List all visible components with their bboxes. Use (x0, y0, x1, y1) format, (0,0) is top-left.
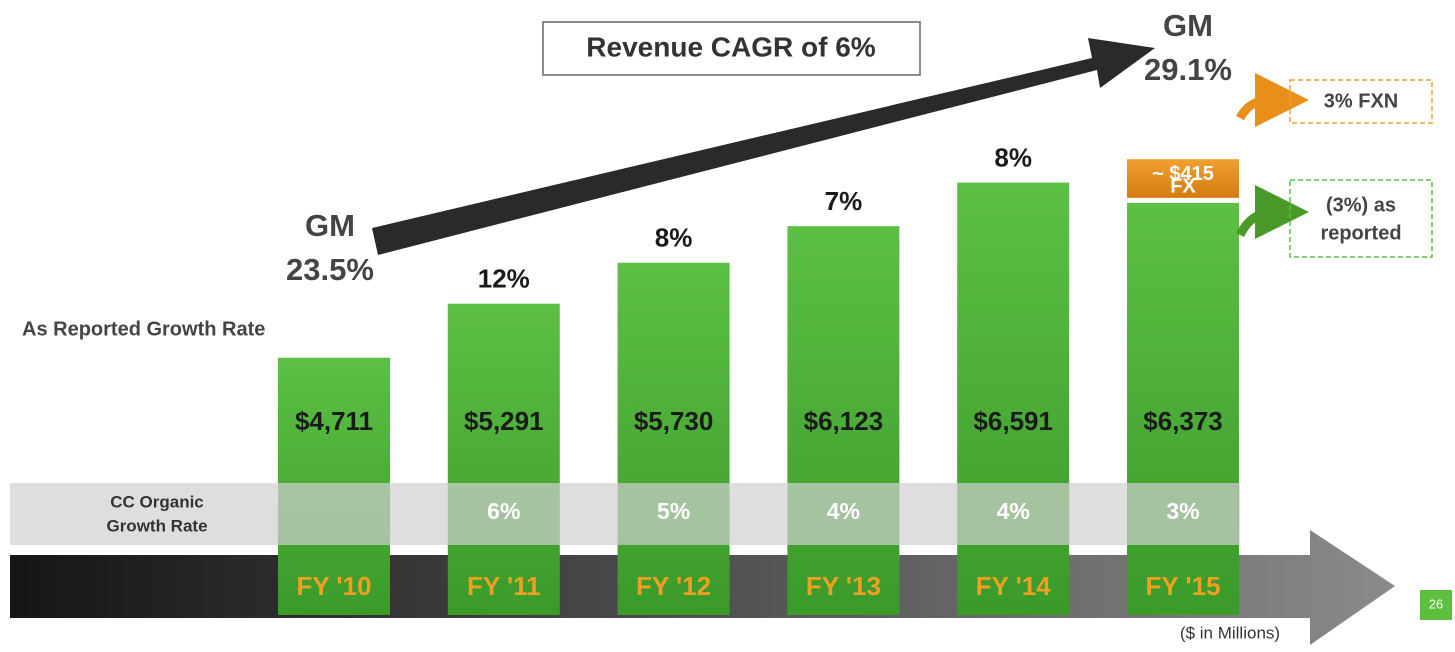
value-label: $6,591 (973, 406, 1053, 436)
callout-text: reported (1320, 222, 1401, 244)
cc-label: Growth Rate (106, 516, 207, 535)
reported-growth-label: As Reported Growth Rate (22, 318, 265, 340)
fx-label: FX (1170, 175, 1196, 197)
cc-growth-label: 4% (827, 498, 860, 524)
gm-value: 23.5% (286, 252, 374, 287)
reported-arrow (1235, 185, 1309, 240)
bar (447, 303, 560, 615)
value-label: $6,123 (804, 406, 884, 436)
chart-title: Revenue CAGR of 6% (586, 31, 875, 62)
value-label: $5,730 (634, 406, 714, 436)
x-tick-label: FY '13 (806, 571, 881, 601)
cc-growth-label: 3% (1166, 498, 1199, 524)
title-box (542, 21, 921, 76)
value-label: $5,291 (464, 406, 544, 436)
cc-label: CC Organic (110, 492, 204, 511)
callout-text: (3%) as (1326, 194, 1396, 216)
cc-growth-label: 5% (657, 498, 690, 524)
page-number: 26 (1429, 596, 1443, 611)
value-label: $6,373 (1143, 406, 1223, 436)
callout-box (1289, 79, 1433, 124)
bar (617, 262, 730, 615)
bar (787, 226, 900, 615)
callout-text: 3% FXN (1324, 90, 1398, 112)
bar (1127, 202, 1239, 615)
cc-growth-label: 4% (997, 498, 1030, 524)
page-badge (1420, 590, 1452, 620)
fx-label: ~ $415 (1152, 163, 1214, 185)
fx-segment (1127, 159, 1239, 198)
gm-value: 29.1% (1144, 52, 1232, 87)
cagr-arrow (372, 38, 1155, 255)
gm-label: GM (305, 208, 355, 243)
growth-label: 7% (825, 186, 863, 216)
growth-label: 8% (994, 142, 1032, 172)
x-tick-label: FY '15 (1145, 571, 1220, 601)
growth-label: 12% (478, 264, 530, 294)
bar (957, 182, 1070, 615)
note: ($ in Millions) (1180, 623, 1280, 642)
x-tick-label: FY '14 (976, 571, 1052, 601)
x-tick-label: FY '12 (636, 571, 711, 601)
fx-arrow (1236, 73, 1309, 128)
callout-box (1289, 179, 1433, 258)
gm-label: GM (1163, 8, 1213, 43)
x-tick-label: FY '11 (467, 571, 541, 601)
x-tick-label: FY '10 (296, 571, 371, 601)
cc-band (10, 483, 1240, 545)
growth-label: 8% (655, 223, 693, 253)
cc-growth-label: 6% (487, 498, 520, 524)
value-label: $4,711 (295, 406, 373, 436)
